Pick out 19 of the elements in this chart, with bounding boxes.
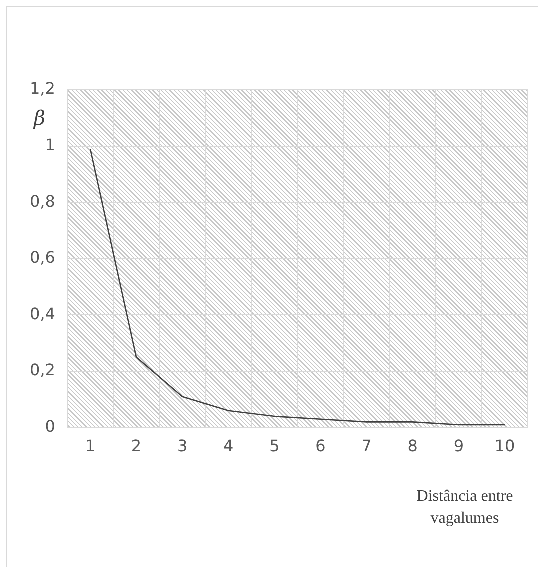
y-tick-label: 1,2 [30, 79, 56, 98]
x-tick-label: 8 [408, 436, 418, 456]
y-tick-label: 0,4 [30, 304, 56, 324]
x-tick-label: 1 [85, 436, 96, 456]
x-axis-title: Distância entre vagalumes [416, 487, 514, 529]
x-tick-label: 4 [224, 436, 234, 456]
y-tick-label: 1 [45, 135, 56, 154]
y-tick-label: 0,2 [30, 360, 56, 380]
x-tick-label: 3 [177, 436, 188, 456]
y-axis-title: β [34, 106, 46, 130]
x-tick-label: 9 [454, 436, 464, 456]
x-tick-label: 5 [270, 436, 280, 456]
y-tick-label: 0,8 [30, 192, 56, 211]
x-tick-label: 6 [316, 436, 326, 456]
x-tick-label: 7 [362, 436, 372, 456]
y-tick-label: 0,6 [30, 248, 56, 268]
y-tick-label: 0 [45, 416, 56, 436]
x-tick-label: 10 [494, 436, 516, 456]
x-tick-label: 2 [131, 436, 142, 456]
